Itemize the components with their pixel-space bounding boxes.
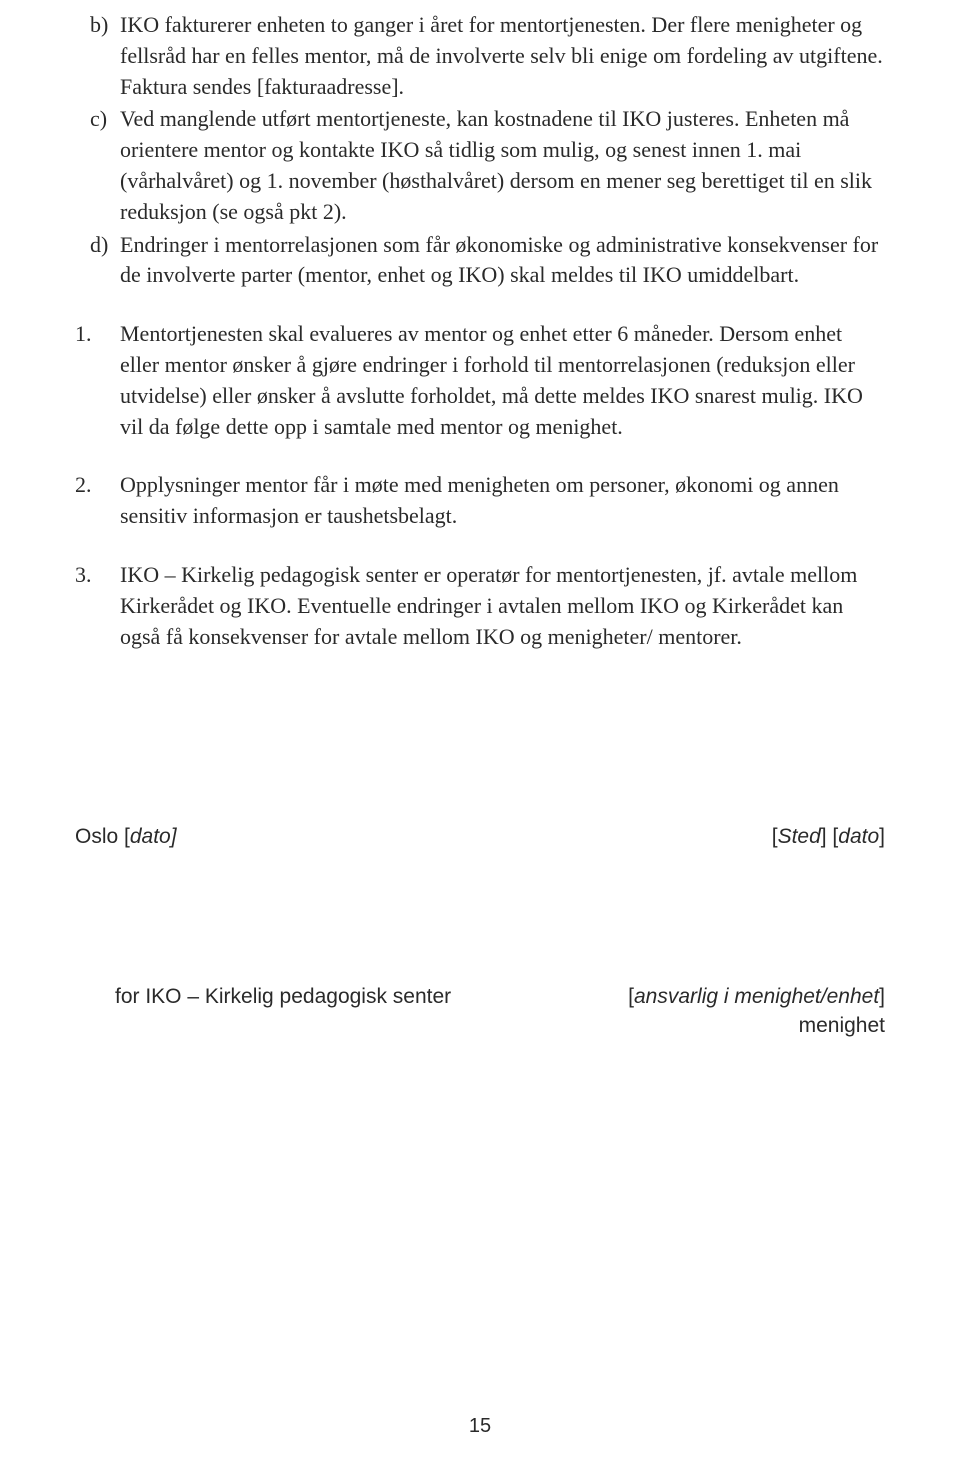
signature-menighet: [ansvarlig i menighet/enhet] menighet: [628, 982, 885, 1041]
marker-3: 3.: [75, 560, 120, 652]
numbered-list: 1. Mentortjenesten skal evalueres av men…: [75, 319, 885, 652]
signature-menighet-line2: menighet: [628, 1011, 885, 1040]
lettered-list: b) IKO fakturerer enheten to ganger i år…: [75, 10, 885, 291]
signature-iko: for IKO – Kirkelig pedagogisk senter: [75, 982, 451, 1041]
right-mid: ] [: [821, 825, 839, 848]
list-item-2: 2. Opplysninger mentor får i møte med me…: [75, 470, 885, 532]
right-sted: Sted: [778, 825, 821, 848]
list-item-3: 3. IKO – Kirkelig pedagogisk senter er o…: [75, 560, 885, 652]
text-3: IKO – Kirkelig pedagogisk senter er oper…: [120, 560, 885, 652]
signature-row-top: Oslo [dato] [Sted] [dato]: [75, 822, 885, 851]
text-b: IKO fakturerer enheten to ganger i året …: [120, 10, 885, 102]
signature-place-date-left: Oslo [dato]: [75, 822, 177, 851]
list-item-c: c) Ved manglende utført mentortjeneste, …: [75, 104, 885, 227]
list-item-d: d) Endringer i mentorrelasjonen som får …: [75, 230, 885, 292]
text-c: Ved manglende utført mentortjeneste, kan…: [120, 104, 885, 227]
menighet-suffix: ]: [879, 985, 885, 1008]
text-d: Endringer i mentorrelasjonen som får øko…: [120, 230, 885, 292]
marker-1: 1.: [75, 319, 120, 442]
signature-place-date-right: [Sted] [dato]: [772, 822, 885, 851]
right-dato: dato: [838, 825, 879, 848]
marker-2: 2.: [75, 470, 120, 532]
marker-b: b): [75, 10, 120, 102]
page-number: 15: [0, 1412, 960, 1440]
oslo-dato: dato]: [130, 825, 177, 848]
text-1: Mentortjenesten skal evalueres av mentor…: [120, 319, 885, 442]
menighet-italic: ansvarlig i menighet/enhet: [634, 985, 879, 1008]
signature-row-bottom: for IKO – Kirkelig pedagogisk senter [an…: [75, 982, 885, 1041]
list-item-b: b) IKO fakturerer enheten to ganger i år…: [75, 10, 885, 102]
list-item-1: 1. Mentortjenesten skal evalueres av men…: [75, 319, 885, 442]
oslo-prefix: Oslo [: [75, 825, 130, 848]
text-2: Opplysninger mentor får i møte med menig…: [120, 470, 885, 532]
marker-d: d): [75, 230, 120, 292]
right-suffix: ]: [879, 825, 885, 848]
marker-c: c): [75, 104, 120, 227]
signature-menighet-line1: [ansvarlig i menighet/enhet]: [628, 982, 885, 1011]
